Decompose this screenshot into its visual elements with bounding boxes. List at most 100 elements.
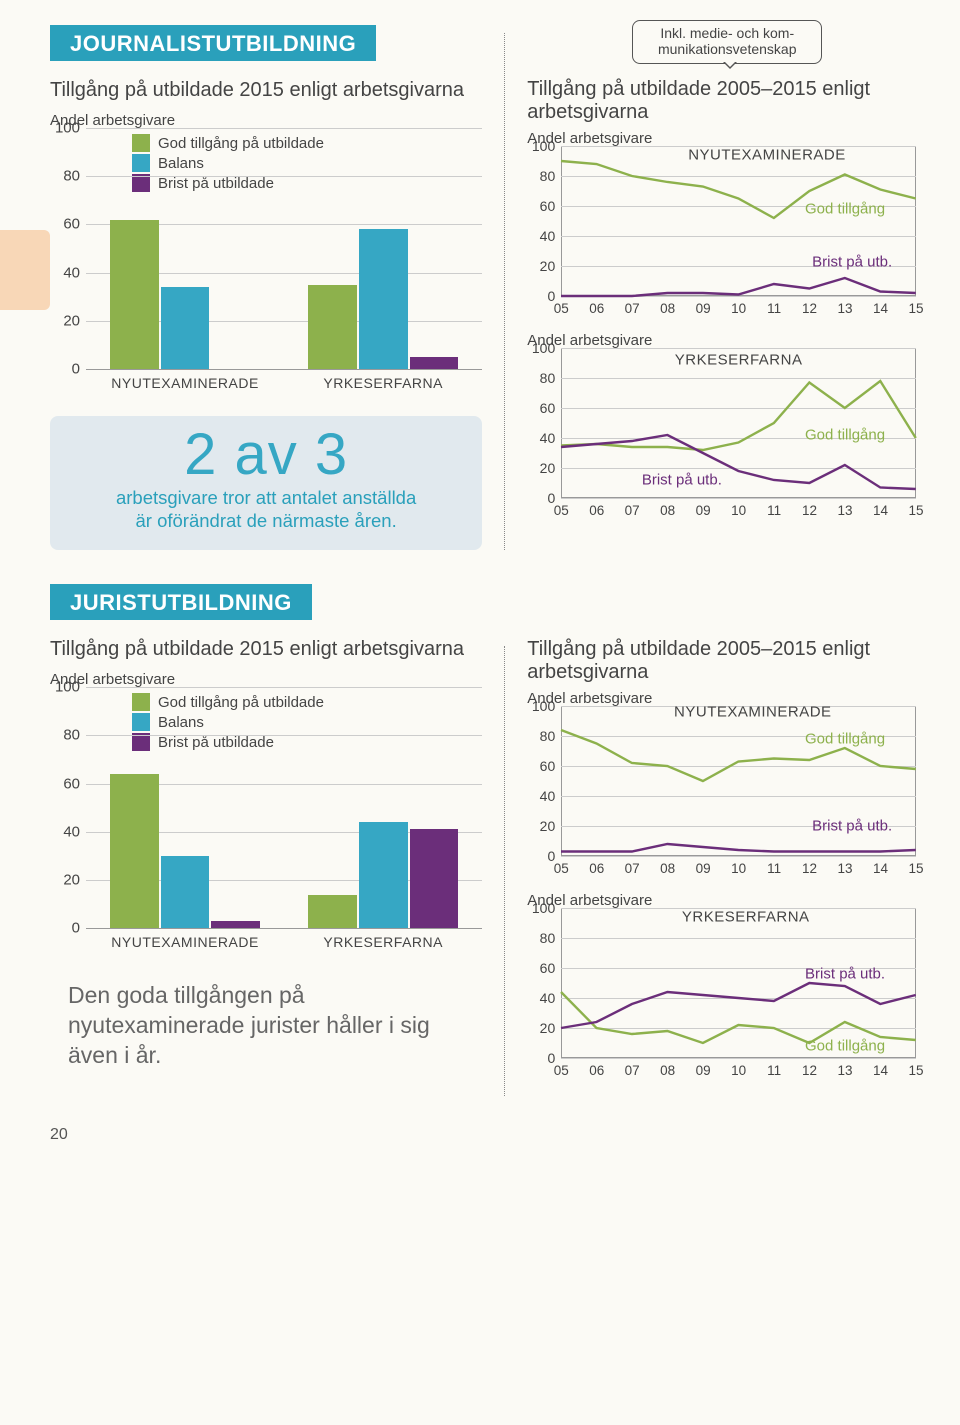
y-tick: 40 bbox=[54, 823, 80, 840]
panel-title: YRKESERFARNA bbox=[682, 909, 810, 926]
section-header-jurist: JURISTUTBILDNING bbox=[50, 584, 312, 620]
journalist-left-column: JOURNALISTUTBILDNING Tillgång på utbilda… bbox=[50, 25, 504, 550]
y-tick: 0 bbox=[54, 361, 80, 378]
infobox-line2: är oförändrat de närmaste åren. bbox=[70, 509, 462, 532]
linechart-plot: 0204060801000506070809101112131415God ti… bbox=[561, 706, 916, 856]
x-tick: 06 bbox=[589, 503, 604, 518]
x-tick: 09 bbox=[696, 861, 711, 876]
x-tick: 15 bbox=[908, 301, 923, 316]
barchart-plot: 020406080100NYUTEXAMINERADEYRKESERFARNA bbox=[86, 128, 482, 370]
jurist-quote: Den goda tillgången på nyutexaminerade j… bbox=[50, 981, 482, 1071]
bar-group bbox=[110, 128, 261, 369]
bar-group bbox=[308, 128, 459, 369]
y-tick: 80 bbox=[531, 370, 555, 386]
jurist-trend-panel-1: Andel arbetsgivare 020406080100050607080… bbox=[527, 894, 920, 1080]
page-number: 20 bbox=[50, 1126, 920, 1144]
x-tick: 14 bbox=[873, 301, 888, 316]
x-tick: 09 bbox=[696, 301, 711, 316]
journalist-bar-title: Tillgång på utbildade 2015 enligt arbets… bbox=[50, 79, 482, 102]
y-tick: 20 bbox=[531, 818, 555, 834]
x-tick: 08 bbox=[660, 503, 675, 518]
bar bbox=[110, 220, 159, 369]
y-tick: 0 bbox=[54, 920, 80, 937]
x-tick: 13 bbox=[838, 503, 853, 518]
x-tick: 05 bbox=[554, 1063, 569, 1078]
series-label: Brist på utb. bbox=[812, 253, 892, 270]
x-tick: 10 bbox=[731, 1063, 746, 1078]
bar-group bbox=[308, 687, 459, 928]
callout-note: Inkl. medie- och kom-munikationsvetenska… bbox=[632, 20, 822, 64]
journalist-trend-title: Tillgång på utbildade 2005–2015 enligt a… bbox=[527, 78, 920, 124]
x-tick: 11 bbox=[767, 503, 781, 518]
y-tick: 100 bbox=[531, 138, 555, 154]
infobox-line1: arbetsgivare tror att antalet anställda bbox=[70, 486, 462, 509]
linechart-plot: 0204060801000506070809101112131415God ti… bbox=[561, 146, 916, 296]
bar bbox=[359, 822, 408, 928]
x-tick: 11 bbox=[767, 861, 781, 876]
y-tick: 40 bbox=[531, 788, 555, 804]
y-tick: 60 bbox=[531, 758, 555, 774]
x-tick: 07 bbox=[625, 861, 640, 876]
line-series bbox=[561, 992, 916, 1043]
line-series bbox=[561, 278, 916, 296]
series-label: God tillgång bbox=[805, 1038, 885, 1055]
bar bbox=[359, 229, 408, 369]
bar bbox=[410, 357, 459, 369]
line-series bbox=[561, 844, 916, 852]
linechart-plot: 0204060801000506070809101112131415God ti… bbox=[561, 908, 916, 1058]
x-tick: 08 bbox=[660, 861, 675, 876]
bar bbox=[110, 774, 159, 928]
journalist-infobox: 2 av 3 arbetsgivare tror att antalet ans… bbox=[50, 416, 482, 550]
bar-group-name: NYUTEXAMINERADE bbox=[110, 375, 261, 391]
x-tick: 15 bbox=[908, 503, 923, 518]
y-tick: 0 bbox=[531, 490, 555, 506]
y-tick: 20 bbox=[54, 872, 80, 889]
x-tick: 06 bbox=[589, 1063, 604, 1078]
x-tick: 14 bbox=[873, 1063, 888, 1078]
infobox-headline: 2 av 3 bbox=[70, 426, 462, 484]
x-tick: 10 bbox=[731, 503, 746, 518]
linechart-plot: 0204060801000506070809101112131415God ti… bbox=[561, 348, 916, 498]
y-tick: 80 bbox=[531, 728, 555, 744]
x-tick: 06 bbox=[589, 301, 604, 316]
y-tick: 20 bbox=[54, 312, 80, 329]
y-tick: 20 bbox=[531, 460, 555, 476]
x-tick: 13 bbox=[838, 301, 853, 316]
x-tick: 05 bbox=[554, 861, 569, 876]
journalist-barchart: Andel arbetsgivare God tillgång på utbil… bbox=[50, 114, 482, 394]
series-label: Brist på utb. bbox=[812, 818, 892, 835]
series-label: God tillgång bbox=[805, 201, 885, 218]
bar-group-name: YRKESERFARNA bbox=[308, 934, 459, 950]
bar bbox=[211, 921, 260, 928]
journalist-trend-panel-1: Andel arbetsgivare 020406080100050607080… bbox=[527, 334, 920, 520]
y-tick: 0 bbox=[531, 1050, 555, 1066]
x-tick: 13 bbox=[838, 1063, 853, 1078]
x-tick: 15 bbox=[908, 861, 923, 876]
line-series bbox=[561, 983, 916, 1028]
y-tick: 20 bbox=[531, 258, 555, 274]
section-journalist: JOURNALISTUTBILDNING Tillgång på utbilda… bbox=[50, 25, 920, 550]
bar bbox=[161, 287, 210, 369]
x-tick: 10 bbox=[731, 861, 746, 876]
x-tick: 14 bbox=[873, 503, 888, 518]
y-tick: 100 bbox=[531, 900, 555, 916]
x-tick: 13 bbox=[838, 861, 853, 876]
x-tick: 09 bbox=[696, 1063, 711, 1078]
x-tick: 07 bbox=[625, 301, 640, 316]
bar bbox=[308, 285, 357, 369]
y-tick: 20 bbox=[531, 1020, 555, 1036]
side-tab-decoration bbox=[0, 230, 50, 310]
x-tick: 07 bbox=[625, 1063, 640, 1078]
journalist-trend-panel-0: Andel arbetsgivare 020406080100050607080… bbox=[527, 132, 920, 318]
x-tick: 12 bbox=[802, 861, 817, 876]
y-tick: 60 bbox=[54, 775, 80, 792]
x-tick: 08 bbox=[660, 1063, 675, 1078]
y-tick: 40 bbox=[531, 430, 555, 446]
section-jurist: Tillgång på utbildade 2015 enligt arbets… bbox=[50, 638, 920, 1096]
bar-group-name: NYUTEXAMINERADE bbox=[110, 934, 261, 950]
x-tick: 08 bbox=[660, 301, 675, 316]
x-tick: 11 bbox=[767, 1063, 781, 1078]
x-tick: 07 bbox=[625, 503, 640, 518]
bar bbox=[410, 829, 459, 928]
x-tick: 10 bbox=[731, 301, 746, 316]
